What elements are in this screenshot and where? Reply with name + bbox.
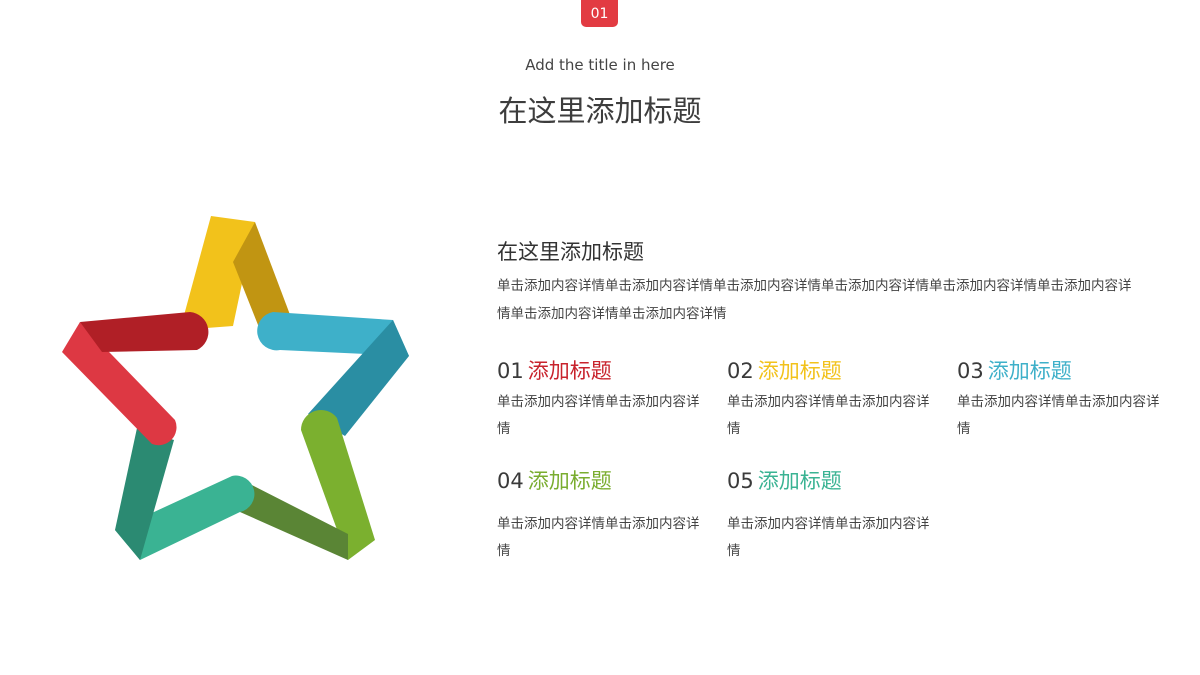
- item-heading: 01 添加标题: [497, 357, 707, 385]
- star-arm-yellow-dark: [233, 222, 292, 335]
- item-description: 单击添加内容详情单击添加内容详情: [497, 394, 700, 437]
- section-description: 单击添加内容详情单击添加内容详情单击添加内容详情单击添加内容详情单击添加内容详情…: [497, 278, 1132, 322]
- section-title: 在这里添加标题: [497, 240, 644, 264]
- star-arm-teal: [115, 475, 255, 560]
- item-label: 添加标题: [987, 359, 1072, 383]
- star-arm-red-dark: [80, 312, 209, 352]
- star-graphic: [62, 216, 409, 560]
- item-label: 添加标题: [527, 469, 612, 493]
- slide-subtitle: Add the title in here: [525, 56, 675, 74]
- item-02: 02 添加标题 单击添加内容详情单击添加内容详情: [727, 357, 937, 443]
- item-number: 02: [727, 359, 754, 383]
- star-arm-red: [62, 322, 177, 446]
- item-description: 单击添加内容详情单击添加内容详情: [727, 394, 930, 437]
- item-description: 单击添加内容详情单击添加内容详情: [497, 516, 700, 559]
- star-arm-teal-dark: [115, 428, 174, 560]
- star-arm-blue-dark: [308, 320, 409, 436]
- item-03: 03 添加标题 单击添加内容详情单击添加内容详情: [957, 357, 1167, 443]
- item-heading: 03 添加标题: [957, 357, 1167, 385]
- item-01: 01 添加标题 单击添加内容详情单击添加内容详情: [497, 357, 707, 443]
- slide-title: 在这里添加标题: [498, 94, 702, 128]
- star-arm-green-dark: [226, 478, 348, 560]
- item-number: 05: [727, 469, 754, 493]
- item-heading: 02 添加标题: [727, 357, 937, 385]
- item-label: 添加标题: [757, 469, 842, 493]
- item-description: 单击添加内容详情单击添加内容详情: [727, 516, 930, 559]
- slide-number-badge: 01: [581, 0, 618, 27]
- item-description: 单击添加内容详情单击添加内容详情: [957, 394, 1160, 437]
- item-heading: 05 添加标题: [727, 467, 937, 495]
- star-arm-yellow: [180, 216, 255, 330]
- item-label: 添加标题: [757, 359, 842, 383]
- item-05: 05 添加标题 单击添加内容详情单击添加内容详情: [727, 467, 937, 565]
- star-arm-green: [301, 410, 375, 560]
- item-number: 04: [497, 469, 524, 493]
- item-number: 03: [957, 359, 984, 383]
- item-number: 01: [497, 359, 524, 383]
- item-heading: 04 添加标题: [497, 467, 707, 495]
- item-label: 添加标题: [527, 359, 612, 383]
- item-04: 04 添加标题 单击添加内容详情单击添加内容详情: [497, 467, 707, 565]
